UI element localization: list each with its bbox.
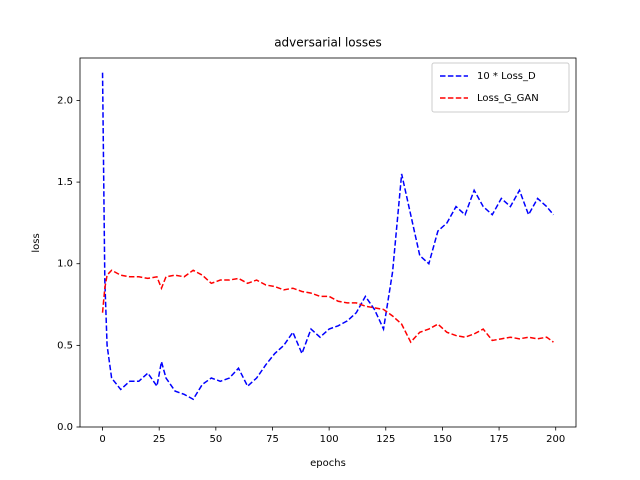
line-series [101, 72, 555, 401]
legend-label: 10 * Loss_D [477, 71, 536, 82]
x-tick-label: 175 [490, 434, 509, 445]
y-tick-label: 0.0 [57, 422, 73, 433]
y-tick-label: 0.5 [57, 340, 73, 351]
x-tick-label: 200 [546, 434, 565, 445]
x-tick-label: 75 [266, 434, 279, 445]
x-tick-label: 50 [209, 434, 222, 445]
y-tick-label: 1.0 [57, 259, 73, 270]
x-tick-label: 0 [99, 434, 105, 445]
x-tick-label: 100 [320, 434, 339, 445]
y-tick-label: 2.0 [57, 95, 73, 106]
legend-label: Loss_G_GAN [477, 93, 539, 104]
y-tick-label: 1.5 [57, 177, 73, 188]
y-axis-label: loss [31, 233, 42, 252]
x-tick-label: 150 [433, 434, 452, 445]
x-tick-label: 125 [376, 434, 395, 445]
chart-title: adversarial losses [274, 36, 382, 50]
x-axis-label: epochs [310, 458, 346, 469]
plot-frame [79, 57, 577, 428]
line-series [101, 269, 554, 344]
x-tick-label: 25 [153, 434, 166, 445]
